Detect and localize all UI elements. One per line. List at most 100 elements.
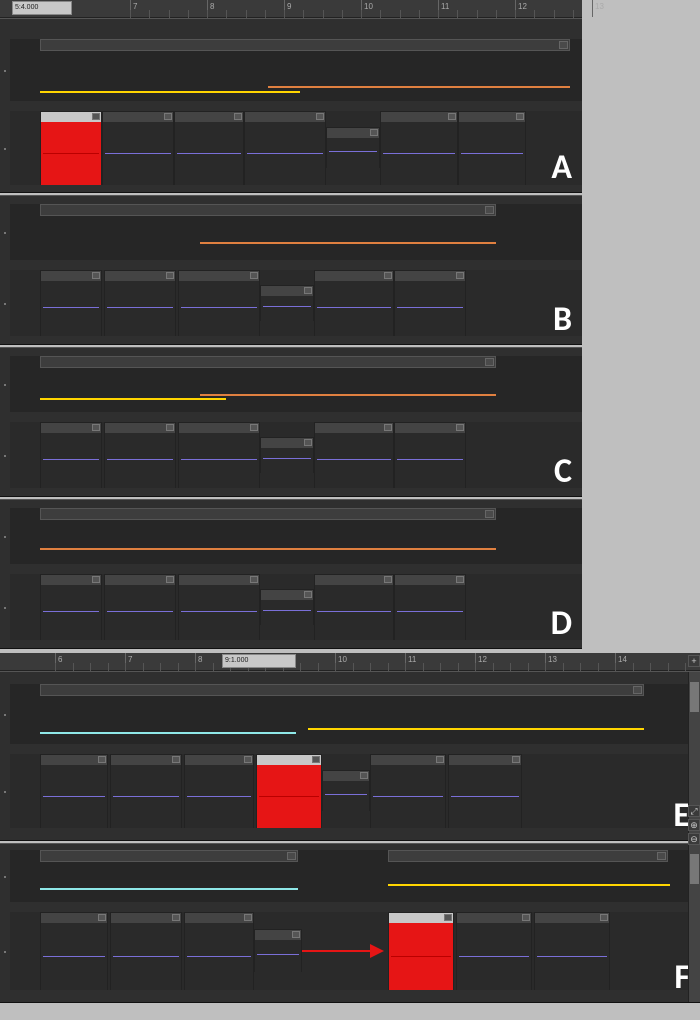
clip[interactable] (394, 422, 466, 488)
clip-title-bar[interactable] (41, 112, 101, 122)
automation-line[interactable] (200, 242, 496, 244)
track-area[interactable] (10, 500, 582, 648)
track-area[interactable] (10, 348, 582, 496)
clip-title-bar[interactable] (185, 755, 253, 765)
clip-menu-icon[interactable] (98, 756, 106, 763)
clip[interactable] (314, 422, 394, 488)
clip-body[interactable] (179, 433, 259, 488)
clip-menu-icon[interactable] (448, 113, 456, 120)
clip-title-bar[interactable] (245, 112, 325, 122)
automation-line[interactable] (308, 728, 644, 730)
clip-title-bar[interactable] (457, 913, 531, 923)
clip-body[interactable] (535, 923, 609, 990)
clip-body[interactable] (105, 585, 175, 640)
scrollbar-thumb[interactable] (690, 682, 699, 712)
timeline-ruler[interactable]: 67810111213149:1.000+ (0, 653, 700, 671)
clip-title-bar[interactable] (257, 755, 321, 765)
playhead-indicator[interactable]: 5:4.000 (12, 1, 72, 15)
clip-title-bar[interactable] (395, 423, 465, 433)
zoom-out-button[interactable]: ⊖ (688, 833, 700, 845)
clip-menu-icon[interactable] (92, 576, 100, 583)
clip[interactable] (184, 754, 254, 828)
clip-menu-icon[interactable] (166, 424, 174, 431)
track-area[interactable] (10, 196, 582, 344)
clip[interactable] (40, 422, 102, 488)
clip-title-bar[interactable] (381, 112, 457, 122)
clip-body[interactable] (371, 765, 445, 828)
clip-menu-icon[interactable] (166, 576, 174, 583)
clip[interactable] (102, 111, 174, 185)
clip[interactable] (40, 754, 108, 828)
automation-line[interactable] (40, 91, 300, 93)
clip-header[interactable] (40, 204, 496, 216)
clip-body[interactable] (315, 433, 393, 488)
clip-title-bar[interactable] (179, 575, 259, 585)
clip-menu-icon[interactable] (98, 914, 106, 921)
clip-title-bar[interactable] (449, 755, 521, 765)
clip-title-bar[interactable] (261, 286, 313, 296)
clip-title-bar[interactable] (103, 112, 173, 122)
clip-menu-icon[interactable] (384, 272, 392, 279)
clip-menu-icon[interactable] (312, 756, 320, 763)
scrollbar-thumb[interactable] (690, 854, 699, 884)
clip-body[interactable] (327, 138, 379, 168)
playhead-indicator[interactable]: 9:1.000 (222, 654, 296, 668)
zoom-in-button[interactable]: ⊕ (688, 819, 700, 831)
clip[interactable] (534, 912, 610, 990)
clip-body[interactable] (41, 923, 107, 990)
clip-body[interactable] (261, 296, 313, 321)
clip-selected[interactable] (256, 754, 322, 828)
clip-menu-icon[interactable] (633, 686, 642, 694)
clip-menu-icon[interactable] (360, 772, 368, 779)
clip-menu-icon[interactable] (456, 272, 464, 279)
clip[interactable] (370, 754, 446, 828)
clip-body[interactable] (105, 281, 175, 336)
clip-selected[interactable] (40, 111, 102, 185)
clip-menu-icon[interactable] (172, 756, 180, 763)
clip-body[interactable] (389, 923, 453, 990)
clip-body[interactable] (185, 923, 253, 990)
clip[interactable] (184, 912, 254, 990)
clip[interactable] (314, 270, 394, 336)
clip-body[interactable] (381, 122, 457, 185)
clip-menu-icon[interactable] (250, 576, 258, 583)
clip-menu-icon[interactable] (384, 424, 392, 431)
clip-title-bar[interactable] (459, 112, 525, 122)
clip-title-bar[interactable] (179, 271, 259, 281)
clip-body[interactable] (457, 923, 531, 990)
clip[interactable] (322, 770, 370, 811)
clip-header[interactable] (40, 684, 644, 696)
clip-menu-icon[interactable] (92, 113, 100, 120)
clip-header[interactable] (40, 356, 496, 368)
clip-menu-icon[interactable] (250, 272, 258, 279)
clip-title-bar[interactable] (41, 575, 101, 585)
clip-body[interactable] (395, 433, 465, 488)
clip-body[interactable] (395, 585, 465, 640)
automation-line[interactable] (388, 884, 670, 886)
clip-menu-icon[interactable] (92, 272, 100, 279)
clip[interactable] (394, 574, 466, 640)
clip-title-bar[interactable] (315, 271, 393, 281)
clip-menu-icon[interactable] (92, 424, 100, 431)
clip-title-bar[interactable] (535, 913, 609, 923)
automation-line[interactable] (40, 398, 226, 400)
clip[interactable] (260, 589, 314, 625)
clip-title-bar[interactable] (315, 575, 393, 585)
clip-body[interactable] (41, 765, 107, 828)
clip[interactable] (244, 111, 326, 185)
clip-body[interactable] (315, 281, 393, 336)
clip-title-bar[interactable] (395, 271, 465, 281)
clip-header[interactable] (40, 508, 496, 520)
clip[interactable] (178, 270, 260, 336)
clip[interactable] (394, 270, 466, 336)
clip-title-bar[interactable] (111, 755, 181, 765)
track-area[interactable] (10, 844, 700, 1002)
clip[interactable] (314, 574, 394, 640)
clip[interactable] (104, 574, 176, 640)
clip-body[interactable] (111, 923, 181, 990)
clip-menu-icon[interactable] (436, 756, 444, 763)
clip-menu-icon[interactable] (485, 358, 494, 366)
clip-menu-icon[interactable] (522, 914, 530, 921)
clip-body[interactable] (175, 122, 243, 185)
clip-title-bar[interactable] (41, 913, 107, 923)
